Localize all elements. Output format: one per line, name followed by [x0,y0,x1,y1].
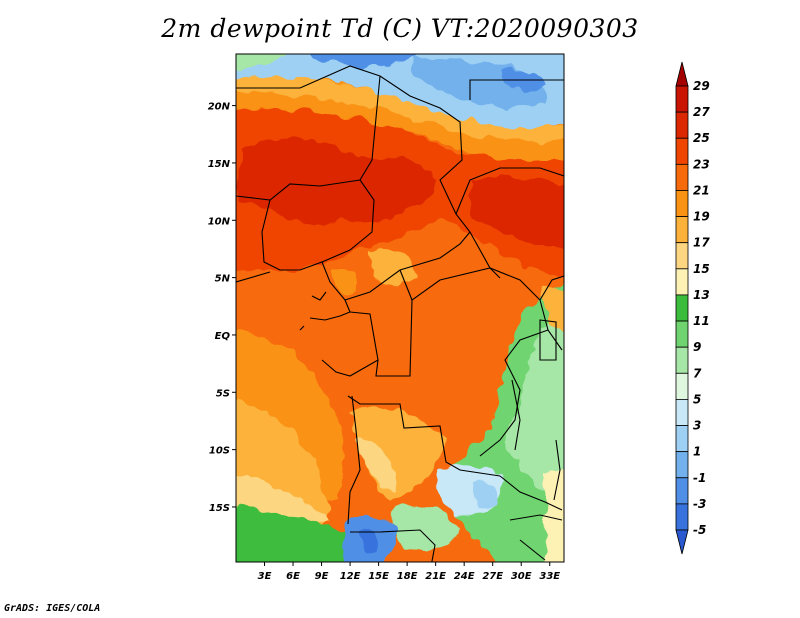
longitude-axis: 3E 6E 9E 12E 15E 18E 21E 24E 27E 30E 33E [258,562,560,582]
lat-tick-label: 15S [209,503,230,514]
credit-label: GrADS: IGES/COLA [4,603,101,614]
lon-tick-label: 6E [286,571,300,582]
colorbar-segment [675,268,689,296]
lat-tick-label: 10N [208,216,231,227]
colorbar-label: 11 [693,314,710,328]
colorbar-label: 5 [693,392,701,406]
colorbar-segment [675,372,689,400]
lon-tick-label: 30E [511,571,532,582]
lon-tick-label: 15E [368,571,389,582]
colorbar-segment [675,346,689,374]
colorbar-bottom-arrow [675,529,689,555]
lon-tick-label: 21E [425,571,446,582]
colorbar-segment [675,163,689,191]
lon-tick-label: 12E [340,571,361,582]
colorbar-label: 29 [693,79,710,93]
colorbar-label: 27 [693,105,710,119]
colorbar-label: 13 [693,288,710,302]
lat-tick-label: 15N [208,159,231,170]
colorbar-label: 15 [693,262,710,276]
lon-tick-label: 9E [315,571,329,582]
latitude-axis: 20N 15N 10N 5N EQ 5S 10S 15S [208,102,236,514]
colorbar-top-arrow [675,61,689,87]
colorbar-segment [675,320,689,348]
country-borders [236,65,564,562]
colorbar: 29 27 25 23 21 19 17 15 13 11 9 7 5 3 1 -1 -3 -5 [675,61,710,555]
colorbar-label: 19 [693,210,710,224]
map-title: 2m dewpoint Td (C) VT:2020090303 [161,14,639,43]
colorbar-segment [675,399,689,426]
colorbar-label: 9 [693,340,701,354]
lon-tick-label: 27E [482,571,503,582]
lat-tick-label: 20N [208,102,231,113]
colorbar-label: -3 [693,497,706,511]
colorbar-segment [675,137,689,165]
lat-tick-label: EQ [215,331,231,342]
colorbar-label: 17 [693,236,710,250]
colorbar-segment [675,503,689,531]
colorbar-label: 3 [693,419,701,433]
colorbar-segment [675,242,689,270]
colorbar-segment [675,425,689,453]
lat-tick-label: 10S [209,446,230,457]
colorbar-label: -5 [693,523,706,537]
lon-tick-label: 33E [539,571,560,582]
lon-tick-label: 3E [258,571,272,582]
colorbar-label: 23 [693,157,710,171]
lon-tick-label: 18E [397,571,418,582]
colorbar-segment [675,477,689,505]
colorbar-label: -1 [693,471,706,485]
lat-tick-label: 5N [215,274,231,285]
colorbar-label: 1 [693,445,701,459]
map-frame [235,53,565,563]
colorbar-label: 25 [693,131,710,145]
dewpoint-field [236,54,564,562]
lat-tick-label: 5S [216,388,230,399]
colorbar-segment [675,216,689,244]
colorbar-label: 21 [693,183,710,197]
colorbar-segment [675,294,689,322]
colorbar-segment [675,111,689,139]
colorbar-segment [675,190,689,217]
colorbar-segment [675,85,689,113]
colorbar-segment [675,451,689,479]
lon-tick-label: 24E [454,571,475,582]
colorbar-label: 7 [693,366,702,380]
